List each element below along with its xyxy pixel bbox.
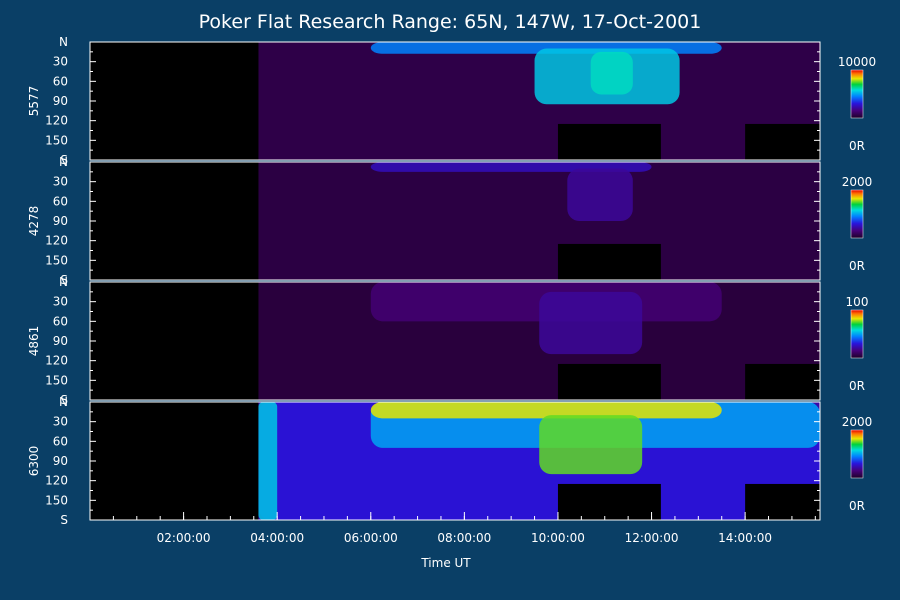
features-4278 — [370, 162, 661, 280]
y-tick-label: 30 — [53, 415, 68, 429]
no-data-block-4861-0 — [557, 363, 661, 400]
y-tick-label: 150 — [45, 373, 68, 387]
y-axis-4861: N 30 60 90 120 150 S — [45, 275, 820, 407]
y-tick-label: 60 — [53, 194, 68, 208]
x-tick-label: 04:00:00 — [250, 531, 304, 545]
colorbar-4278 — [850, 189, 864, 239]
panel-label-4861: 4861 — [27, 326, 41, 357]
features-5577 — [370, 42, 820, 160]
emission-feature-5577-2 — [590, 51, 633, 95]
colorbar-4861 — [850, 309, 864, 359]
y-tick-label: N — [59, 395, 68, 409]
features-4861 — [370, 282, 820, 400]
y-tick-label: 90 — [53, 214, 68, 228]
x-tick-label: 02:00:00 — [157, 531, 211, 545]
emission-feature-6300-2 — [370, 402, 722, 419]
x-axis: 02:00:00 04:00:00 06:00:00 08:00:00 10:00:00… — [112, 512, 816, 545]
colorbar-max-label-5577: 10000 — [838, 55, 876, 69]
panel-4861: N 30 60 90 120 150 S 4861 100 0R — [27, 275, 868, 407]
y-tick-label: 150 — [45, 133, 68, 147]
y-tick-label: 30 — [53, 55, 68, 69]
keogram-panels: N 30 60 90 120 150 S 5577 10000 0R N 30 60 90 120 150 S 4… — [27, 35, 876, 527]
y-tick-label: 30 — [53, 175, 68, 189]
no-data-block-5577-1 — [745, 123, 820, 160]
y-tick-label: 120 — [45, 474, 68, 488]
colorbar-max-label-6300: 2000 — [842, 415, 873, 429]
y-axis-6300: N 30 60 90 120 150 S — [45, 395, 820, 527]
colorbar-max-label-4861: 100 — [846, 295, 869, 309]
x-tick-label: 14:00:00 — [718, 531, 772, 545]
colorbar-min-label-5577: 0R — [849, 139, 865, 153]
y-tick-label: 60 — [53, 314, 68, 328]
colorbar-min-label-4278: 0R — [849, 259, 865, 273]
panel-4278: N 30 60 90 120 150 S 4278 2000 0R — [27, 155, 872, 287]
panel-6300: N 30 60 90 120 150 S 6300 2000 0R — [27, 395, 872, 527]
y-tick-label: 90 — [53, 94, 68, 108]
y-tick-label: 150 — [45, 493, 68, 507]
panel-label-4278: 4278 — [27, 206, 41, 237]
panel-label-5577: 5577 — [27, 86, 41, 117]
colorbar-min-label-6300: 0R — [849, 499, 865, 513]
y-tick-label: 150 — [45, 253, 68, 267]
features-6300 — [258, 402, 820, 520]
x-tick-label: 06:00:00 — [344, 531, 398, 545]
y-tick-label: S — [60, 153, 68, 167]
x-tick-label: 08:00:00 — [437, 531, 491, 545]
x-tick-label: 10:00:00 — [531, 531, 585, 545]
y-tick-label: N — [59, 275, 68, 289]
emission-feature-6300-4 — [258, 402, 278, 520]
y-tick-label: 30 — [53, 295, 68, 309]
colorbar-max-label-4278: 2000 — [842, 175, 873, 189]
y-tick-label: 120 — [45, 114, 68, 128]
y-tick-label: S — [60, 513, 68, 527]
x-tick-label: 12:00:00 — [625, 531, 679, 545]
emission-feature-4278-1 — [567, 168, 633, 221]
emission-feature-6300-3 — [539, 415, 643, 475]
y-tick-label: S — [60, 273, 68, 287]
colorbar-min-label-4861: 0R — [849, 379, 865, 393]
y-tick-label: 90 — [53, 454, 68, 468]
y-tick-label: S — [60, 393, 68, 407]
y-axis-4278: N 30 60 90 120 150 S — [45, 155, 820, 287]
y-tick-label: 60 — [53, 434, 68, 448]
panel-5577: N 30 60 90 120 150 S 5577 10000 0R — [27, 35, 876, 167]
no-data-block-6300-0 — [557, 483, 661, 520]
y-tick-label: 120 — [45, 234, 68, 248]
no-data-block-4278-0 — [557, 243, 661, 280]
y-tick-label: N — [59, 35, 68, 49]
x-axis-label: Time UT — [420, 556, 471, 570]
y-tick-label: 60 — [53, 74, 68, 88]
panel-label-6300: 6300 — [27, 446, 41, 477]
colorbar-5577 — [850, 69, 864, 119]
y-tick-label: N — [59, 155, 68, 169]
no-data-block-4861-1 — [745, 363, 820, 400]
no-data-block-6300-1 — [745, 483, 820, 520]
y-tick-label: 90 — [53, 334, 68, 348]
y-tick-label: 120 — [45, 354, 68, 368]
base-emission-4278 — [258, 162, 820, 280]
colorbar-6300 — [850, 429, 864, 479]
emission-feature-4861-1 — [539, 291, 643, 355]
no-data-block-5577-0 — [557, 123, 661, 160]
y-axis-5577: N 30 60 90 120 150 S — [45, 35, 820, 167]
chart-title: Poker Flat Research Range: 65N, 147W, 17… — [199, 11, 702, 33]
